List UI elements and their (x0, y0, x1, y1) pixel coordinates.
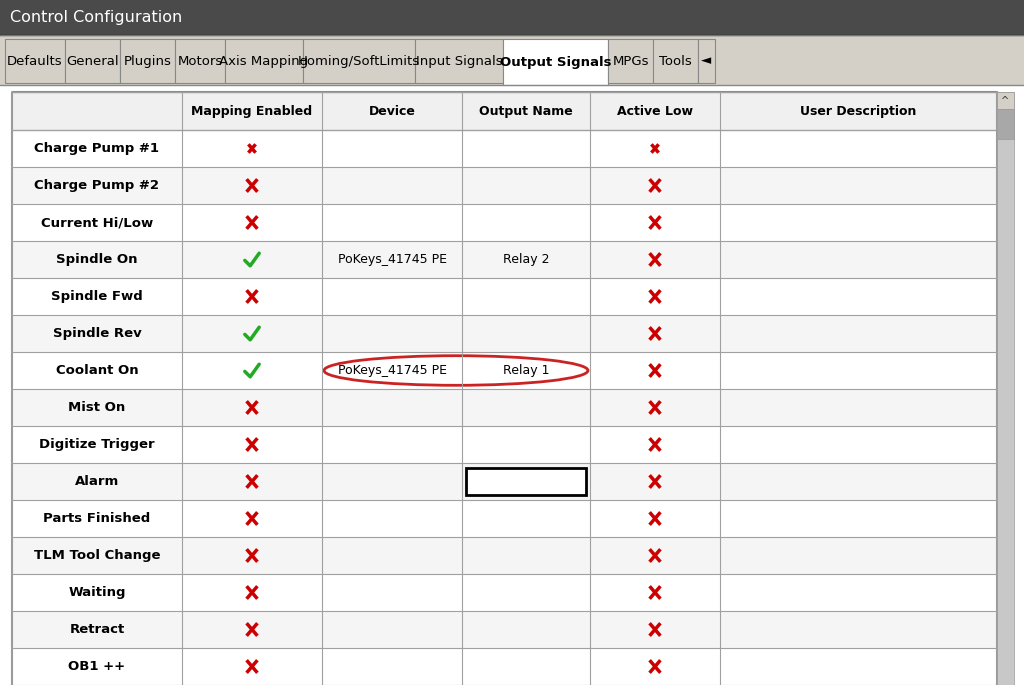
FancyBboxPatch shape (12, 574, 997, 611)
Text: Coolant On: Coolant On (55, 364, 138, 377)
Text: Control Configuration: Control Configuration (10, 10, 182, 25)
FancyBboxPatch shape (0, 35, 1024, 85)
FancyBboxPatch shape (175, 39, 225, 83)
FancyBboxPatch shape (12, 463, 997, 500)
FancyBboxPatch shape (997, 92, 1014, 109)
FancyBboxPatch shape (12, 389, 997, 426)
FancyBboxPatch shape (12, 352, 997, 389)
FancyBboxPatch shape (12, 241, 997, 278)
FancyBboxPatch shape (12, 500, 997, 537)
Text: Retract: Retract (70, 623, 125, 636)
Text: Relay 1: Relay 1 (503, 364, 549, 377)
Text: Device: Device (369, 105, 416, 118)
FancyBboxPatch shape (12, 92, 997, 130)
FancyBboxPatch shape (415, 39, 503, 83)
Text: User Description: User Description (801, 105, 916, 118)
FancyBboxPatch shape (12, 426, 997, 463)
Text: TLM Tool Change: TLM Tool Change (34, 549, 160, 562)
Text: Digitize Trigger: Digitize Trigger (39, 438, 155, 451)
Text: Mapping Enabled: Mapping Enabled (191, 105, 312, 118)
Text: Parts Finished: Parts Finished (43, 512, 151, 525)
Text: Relay 2: Relay 2 (503, 253, 549, 266)
FancyBboxPatch shape (12, 315, 997, 352)
FancyBboxPatch shape (65, 39, 120, 83)
FancyBboxPatch shape (997, 92, 1014, 685)
Text: General: General (67, 55, 119, 68)
FancyBboxPatch shape (608, 39, 653, 83)
FancyBboxPatch shape (653, 39, 698, 83)
Text: Homing/SoftLimits: Homing/SoftLimits (298, 55, 420, 68)
Text: OB1 ++: OB1 ++ (69, 660, 126, 673)
Text: MPGs: MPGs (612, 55, 649, 68)
Text: Spindle Fwd: Spindle Fwd (51, 290, 143, 303)
FancyBboxPatch shape (12, 167, 997, 204)
FancyBboxPatch shape (12, 537, 997, 574)
Text: Input Signals: Input Signals (416, 55, 503, 68)
FancyBboxPatch shape (303, 39, 415, 83)
FancyBboxPatch shape (12, 278, 997, 315)
Text: Tools: Tools (659, 55, 692, 68)
Text: ^: ^ (1001, 95, 1010, 105)
Text: Motors: Motors (177, 55, 222, 68)
Text: Charge Pump #1: Charge Pump #1 (35, 142, 160, 155)
FancyBboxPatch shape (12, 648, 997, 685)
Text: Waiting: Waiting (69, 586, 126, 599)
Text: Output Signals: Output Signals (500, 55, 611, 68)
FancyBboxPatch shape (698, 39, 715, 83)
Text: Mist On: Mist On (69, 401, 126, 414)
FancyBboxPatch shape (12, 92, 997, 685)
FancyBboxPatch shape (997, 109, 1014, 139)
FancyBboxPatch shape (5, 39, 65, 83)
FancyBboxPatch shape (466, 468, 586, 495)
FancyBboxPatch shape (12, 611, 997, 648)
Text: Axis Mapping: Axis Mapping (219, 55, 308, 68)
Text: ◄: ◄ (701, 55, 712, 68)
FancyBboxPatch shape (225, 39, 303, 83)
Text: PoKeys_41745 PE: PoKeys_41745 PE (338, 253, 446, 266)
FancyBboxPatch shape (12, 204, 997, 241)
Text: Plugins: Plugins (124, 55, 171, 68)
Text: Current Hi/Low: Current Hi/Low (41, 216, 154, 229)
Text: Output Name: Output Name (479, 105, 572, 118)
FancyBboxPatch shape (503, 39, 608, 85)
Text: Spindle Rev: Spindle Rev (52, 327, 141, 340)
FancyBboxPatch shape (0, 0, 1024, 35)
Text: Active Low: Active Low (617, 105, 693, 118)
Text: PoKeys_41745 PE: PoKeys_41745 PE (338, 364, 446, 377)
Text: Charge Pump #2: Charge Pump #2 (35, 179, 160, 192)
Text: Defaults: Defaults (7, 55, 62, 68)
Text: Alarm: Alarm (75, 475, 119, 488)
Text: Spindle On: Spindle On (56, 253, 138, 266)
FancyBboxPatch shape (12, 130, 997, 167)
FancyBboxPatch shape (120, 39, 175, 83)
